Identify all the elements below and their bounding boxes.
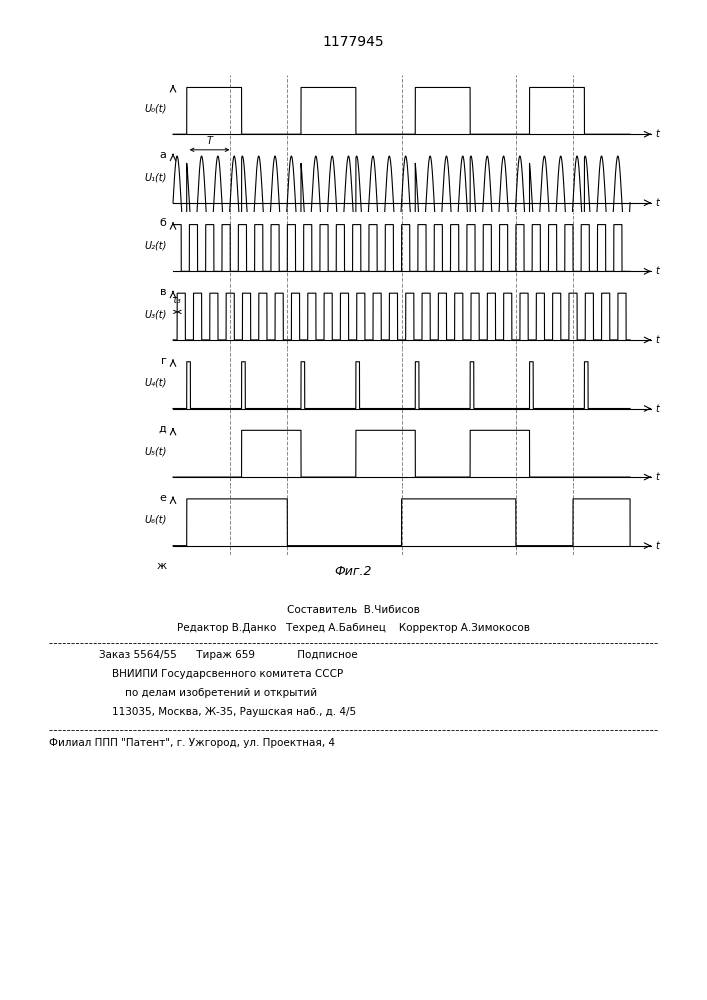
Text: е: е [160, 493, 167, 503]
Text: ж: ж [156, 561, 167, 571]
Text: U₆(t): U₆(t) [144, 515, 167, 525]
Text: по делам изобретений и открытий: по делам изобретений и открытий [99, 688, 317, 698]
Text: д: д [159, 424, 167, 434]
Text: U₃(t): U₃(t) [144, 309, 167, 319]
Text: а: а [160, 150, 167, 160]
Text: 113035, Москва, Ж-35, Раушская наб., д. 4/5: 113035, Москва, Ж-35, Раушская наб., д. … [99, 707, 356, 717]
Text: t: t [655, 404, 659, 414]
Text: 1177945: 1177945 [322, 35, 385, 49]
Text: U₀(t): U₀(t) [144, 104, 167, 114]
Text: t: t [655, 129, 659, 139]
Text: U₂(t): U₂(t) [144, 241, 167, 251]
Text: Заказ 5564/55      Тираж 659             Подписное: Заказ 5564/55 Тираж 659 Подписное [99, 650, 358, 660]
Text: Филиал ППП "Патент", г. Ужгород, ул. Проектная, 4: Филиал ППП "Патент", г. Ужгород, ул. Про… [49, 738, 336, 748]
Text: τ₃: τ₃ [171, 295, 181, 305]
Text: Фиг.2: Фиг.2 [334, 565, 373, 578]
Text: в: в [160, 287, 167, 297]
Text: U₁(t): U₁(t) [144, 172, 167, 182]
Text: Редактор В.Данко   Техред А.Бабинец    Корректор А.Зимокосов: Редактор В.Данко Техред А.Бабинец Коррек… [177, 623, 530, 633]
Text: t: t [655, 335, 659, 345]
Text: t: t [655, 472, 659, 482]
Text: T: T [206, 136, 213, 146]
Text: Составитель  В.Чибисов: Составитель В.Чибисов [287, 605, 420, 615]
Text: ВНИИПИ Государсвенного комитета СССР: ВНИИПИ Государсвенного комитета СССР [99, 669, 343, 679]
Text: г: г [160, 356, 167, 366]
Text: t: t [655, 198, 659, 208]
Text: t: t [655, 541, 659, 551]
Text: U₅(t): U₅(t) [144, 446, 167, 456]
Text: б: б [160, 218, 167, 228]
Text: U₄(t): U₄(t) [144, 378, 167, 388]
Text: t: t [655, 266, 659, 276]
